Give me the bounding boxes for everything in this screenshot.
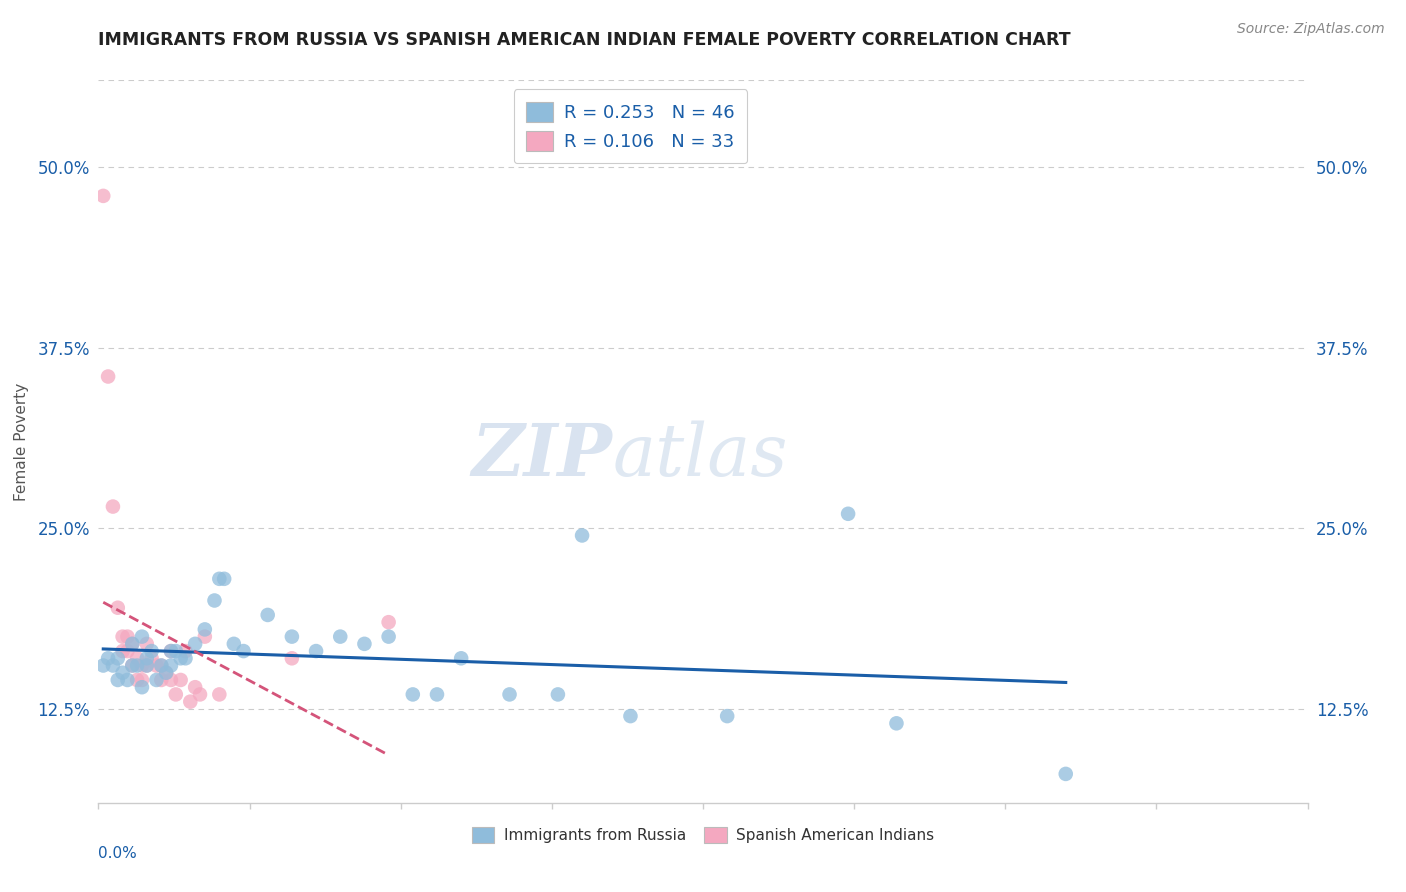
Point — [131, 680, 153, 694]
Point — [886, 716, 908, 731]
Point — [107, 600, 129, 615]
Point — [160, 673, 183, 687]
Point — [117, 644, 139, 658]
Point — [281, 651, 304, 665]
Point — [377, 630, 399, 644]
Point — [184, 637, 207, 651]
Point — [174, 644, 197, 658]
Point — [107, 651, 129, 665]
Point — [169, 673, 191, 687]
Point — [571, 528, 593, 542]
Point — [208, 572, 231, 586]
Point — [141, 644, 163, 658]
Point — [281, 630, 304, 644]
Point — [141, 651, 163, 665]
Point — [498, 687, 520, 701]
Point — [204, 593, 226, 607]
Point — [256, 607, 278, 622]
Point — [188, 687, 211, 701]
Point — [97, 651, 120, 665]
Point — [111, 665, 134, 680]
Point — [131, 673, 153, 687]
Point — [194, 630, 217, 644]
Point — [353, 637, 375, 651]
Point — [135, 637, 157, 651]
Point — [165, 644, 187, 658]
Point — [377, 615, 399, 630]
Point — [135, 658, 157, 673]
Point — [619, 709, 641, 723]
Legend: Immigrants from Russia, Spanish American Indians: Immigrants from Russia, Spanish American… — [465, 822, 941, 849]
Point — [101, 658, 124, 673]
Point — [169, 651, 191, 665]
Point — [150, 658, 173, 673]
Point — [101, 500, 124, 514]
Y-axis label: Female Poverty: Female Poverty — [14, 383, 30, 500]
Point — [837, 507, 859, 521]
Point — [305, 644, 328, 658]
Point — [107, 673, 129, 687]
Point — [174, 651, 197, 665]
Point — [135, 651, 157, 665]
Point — [222, 637, 245, 651]
Point — [131, 630, 153, 644]
Point — [121, 658, 143, 673]
Point — [127, 651, 149, 665]
Point — [145, 673, 167, 687]
Point — [212, 572, 235, 586]
Point — [117, 630, 139, 644]
Point — [208, 687, 231, 701]
Point — [426, 687, 449, 701]
Point — [160, 658, 183, 673]
Point — [127, 658, 149, 673]
Point — [402, 687, 425, 701]
Point — [150, 658, 173, 673]
Point — [165, 687, 187, 701]
Point — [160, 644, 183, 658]
Point — [135, 658, 157, 673]
Text: atlas: atlas — [613, 421, 787, 491]
Point — [450, 651, 472, 665]
Point — [155, 665, 177, 680]
Point — [160, 644, 183, 658]
Point — [232, 644, 254, 658]
Text: Source: ZipAtlas.com: Source: ZipAtlas.com — [1237, 22, 1385, 37]
Point — [145, 658, 167, 673]
Point — [329, 630, 352, 644]
Point — [117, 673, 139, 687]
Point — [179, 695, 201, 709]
Point — [111, 630, 134, 644]
Text: IMMIGRANTS FROM RUSSIA VS SPANISH AMERICAN INDIAN FEMALE POVERTY CORRELATION CHA: IMMIGRANTS FROM RUSSIA VS SPANISH AMERIC… — [98, 31, 1071, 49]
Point — [716, 709, 738, 723]
Point — [91, 658, 114, 673]
Text: ZIP: ZIP — [471, 420, 613, 491]
Point — [121, 637, 143, 651]
Point — [1054, 767, 1077, 781]
Point — [547, 687, 569, 701]
Point — [97, 369, 120, 384]
Point — [111, 644, 134, 658]
Point — [194, 623, 217, 637]
Point — [91, 189, 114, 203]
Point — [150, 673, 173, 687]
Point — [131, 658, 153, 673]
Point — [184, 680, 207, 694]
Point — [121, 658, 143, 673]
Text: 0.0%: 0.0% — [98, 847, 138, 861]
Point — [127, 673, 149, 687]
Point — [121, 637, 143, 651]
Point — [155, 665, 177, 680]
